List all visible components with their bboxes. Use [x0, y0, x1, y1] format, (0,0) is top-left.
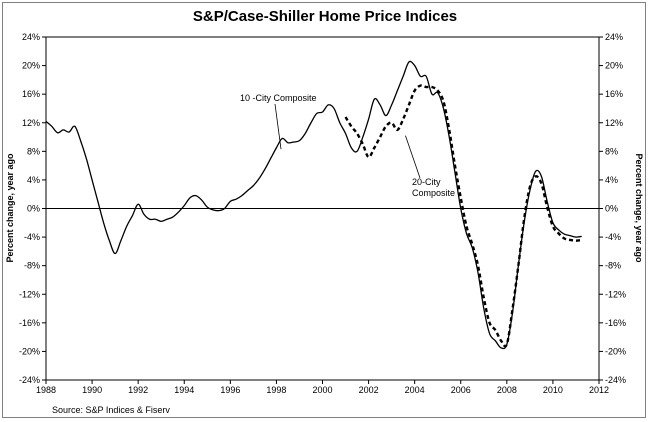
y-tick-label: -20%	[19, 346, 40, 356]
x-tick-label: 2000	[312, 385, 332, 395]
y-axis-title-left: Percent change, year ago	[5, 153, 15, 263]
y-tick-label: -24%	[19, 375, 40, 385]
x-tick-label: 2012	[589, 385, 609, 395]
y-axis-right: 24% 20% 16% 12% 8% 4% 0% -4% -8% -12% -16% -20% -24%	[599, 32, 626, 385]
y-tick-label: 0%	[605, 204, 618, 214]
y-tick-label: -20%	[605, 346, 626, 356]
x-tick-label: 1998	[266, 385, 286, 395]
y-tick-label: -8%	[605, 261, 621, 271]
y-tick-label: 20%	[605, 61, 623, 71]
y-tick-label: 16%	[22, 89, 40, 99]
y-axis-title-right: Percent change, year ago	[634, 153, 644, 263]
annotation-20-city-label-line2: Composite	[412, 188, 455, 198]
y-tick-label: -12%	[19, 289, 40, 299]
annotation-20-city-label-line1: 20-City	[412, 177, 441, 187]
y-tick-label: 4%	[605, 175, 618, 185]
y-tick-label: -12%	[605, 289, 626, 299]
y-tick-label: 12%	[605, 118, 623, 128]
y-tick-label: 24%	[605, 32, 623, 42]
y-axis-left: 24% 20% 16% 12% 8% 4% 0% -4% -8% -12% -16% -20% -24%	[19, 32, 46, 385]
y-tick-label: 8%	[27, 146, 40, 156]
y-tick-label: -24%	[605, 375, 626, 385]
x-tick-label: 1990	[82, 385, 102, 395]
annotation-20-city-arrow	[405, 135, 421, 179]
chart-frame	[2, 2, 646, 418]
x-tick-label: 2006	[451, 385, 471, 395]
y-tick-label: -16%	[605, 318, 626, 328]
y-tick-label: 16%	[605, 89, 623, 99]
x-tick-label: 2002	[359, 385, 379, 395]
x-tick-label: 2004	[405, 385, 425, 395]
y-tick-label: -4%	[24, 232, 40, 242]
y-tick-label: -16%	[19, 318, 40, 328]
chart-source: Source: S&P Indices & Fiserv	[52, 405, 170, 415]
x-tick-label: 1992	[128, 385, 148, 395]
y-tick-label: -8%	[24, 261, 40, 271]
y-tick-label: 12%	[22, 118, 40, 128]
annotation-10-city-label: 10 -City Composite	[240, 93, 317, 103]
y-tick-label: 20%	[22, 61, 40, 71]
x-tick-label: 2010	[543, 385, 563, 395]
x-tick-label: 1994	[174, 385, 194, 395]
y-tick-label: 0%	[27, 204, 40, 214]
x-tick-label: 1988	[36, 385, 56, 395]
annotation-10-city-arrow	[274, 103, 282, 150]
x-axis: 1988 1990 1992 1994 1996 1998 2000 2002 2004 2006…	[36, 380, 609, 395]
y-tick-label: 24%	[22, 32, 40, 42]
chart-title: S&P/Case-Shiller Home Price Indices	[192, 8, 458, 25]
y-tick-label: 4%	[27, 175, 40, 185]
y-tick-label: 8%	[605, 146, 618, 156]
x-tick-label: 1996	[220, 385, 240, 395]
series-line-20-city-composite	[344, 84, 582, 348]
x-tick-label: 2008	[497, 385, 517, 395]
y-tick-label: -4%	[605, 232, 621, 242]
series-line-10-city-composite	[45, 60, 582, 350]
